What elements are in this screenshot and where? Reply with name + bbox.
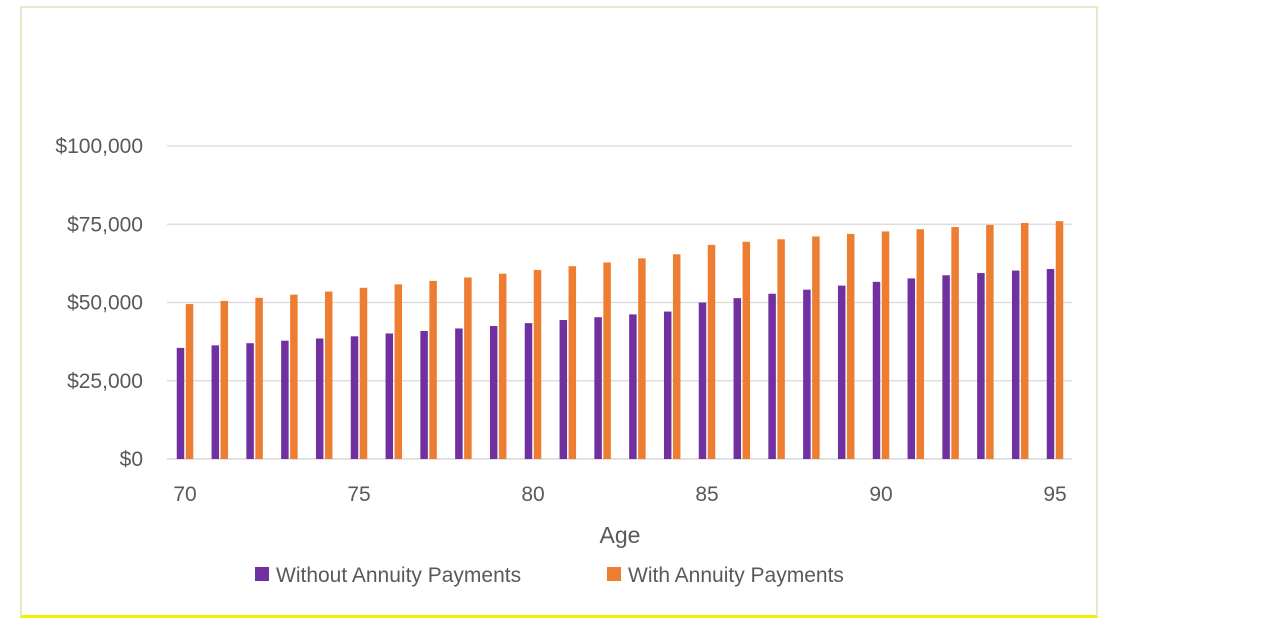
bar-without-annuity — [872, 281, 881, 459]
bar-without-annuity — [385, 333, 394, 459]
bar-with-annuity — [672, 254, 681, 459]
bar-without-annuity — [176, 347, 185, 459]
chart-frame — [20, 6, 1098, 618]
x-tick-label: 90 — [869, 483, 892, 506]
y-tick-label: $100,000 — [55, 135, 143, 158]
x-tick-label: 95 — [1043, 483, 1066, 506]
bar-with-annuity — [603, 262, 611, 459]
y-tick-label: $0 — [120, 448, 143, 471]
bar-with-annuity — [707, 244, 716, 459]
legend-label: Without Annuity Payments — [276, 564, 521, 587]
bar-without-annuity — [1011, 270, 1020, 459]
bar-without-annuity — [489, 325, 498, 459]
bar-without-annuity — [698, 302, 707, 459]
bar-with-annuity — [359, 287, 368, 459]
bar-with-annuity — [255, 297, 263, 459]
bar-without-annuity — [350, 336, 359, 459]
bar-without-annuity — [977, 273, 985, 459]
bar-with-annuity — [846, 233, 855, 459]
bar-without-annuity — [629, 314, 637, 459]
bar-with-annuity — [568, 266, 577, 459]
bar-without-annuity — [942, 275, 950, 459]
legend: Without Annuity Payments With Annuity Pay… — [255, 564, 844, 587]
bar-without-annuity — [211, 345, 220, 459]
bar-with-annuity — [777, 239, 785, 459]
legend-swatch — [607, 567, 621, 581]
bar-with-annuity — [951, 227, 959, 459]
bar-with-annuity — [1055, 221, 1064, 459]
legend-swatch — [255, 567, 269, 581]
bar-with-annuity — [394, 284, 403, 459]
bar-without-annuity — [420, 330, 428, 459]
gridlines — [167, 145, 1072, 460]
bar-with-annuity — [916, 229, 925, 459]
bar-without-annuity — [594, 317, 602, 459]
bar-with-annuity — [742, 241, 751, 459]
bar-without-annuity — [837, 285, 846, 459]
legend-label: With Annuity Payments — [628, 564, 844, 587]
bar-with-annuity — [498, 273, 507, 459]
x-axis-ticks: 70 75 80 85 90 95 — [173, 483, 1066, 506]
bar-with-annuity — [881, 231, 890, 459]
bar-with-annuity — [812, 236, 820, 459]
bar-with-annuity — [220, 300, 229, 459]
bar-without-annuity — [907, 278, 916, 459]
x-tick-label: 80 — [521, 483, 544, 506]
bar-without-annuity — [246, 343, 254, 459]
y-axis-ticks: $0 $25,000 $50,000 $75,000 $100,000 — [55, 135, 143, 471]
bar-with-annuity — [324, 291, 333, 459]
bar-with-annuity — [986, 224, 994, 459]
bar-without-annuity — [768, 293, 776, 459]
bar-with-annuity — [1020, 222, 1029, 459]
bar-without-annuity — [1046, 269, 1055, 459]
bar-with-annuity — [185, 304, 194, 459]
bar-without-annuity — [559, 320, 568, 459]
y-tick-label: $50,000 — [67, 292, 143, 315]
bar-without-annuity — [524, 323, 533, 459]
bar-without-annuity — [315, 338, 324, 459]
bar-with-annuity — [464, 277, 472, 459]
bar-without-annuity — [281, 340, 289, 459]
bar-without-annuity — [663, 311, 672, 459]
bar-with-annuity — [533, 269, 542, 459]
x-tick-label: 70 — [173, 483, 196, 506]
bar-with-annuity — [290, 294, 298, 459]
x-tick-label: 75 — [347, 483, 370, 506]
bar-with-annuity — [429, 280, 437, 459]
x-tick-label: 85 — [695, 483, 718, 506]
bar-without-annuity — [455, 328, 463, 459]
bar-without-annuity — [733, 298, 742, 459]
bars — [176, 221, 1064, 459]
bar-without-annuity — [803, 289, 811, 459]
x-axis-title: Age — [600, 522, 641, 548]
y-tick-label: $75,000 — [67, 213, 143, 236]
bar-with-annuity — [638, 258, 646, 459]
y-tick-label: $25,000 — [67, 370, 143, 393]
